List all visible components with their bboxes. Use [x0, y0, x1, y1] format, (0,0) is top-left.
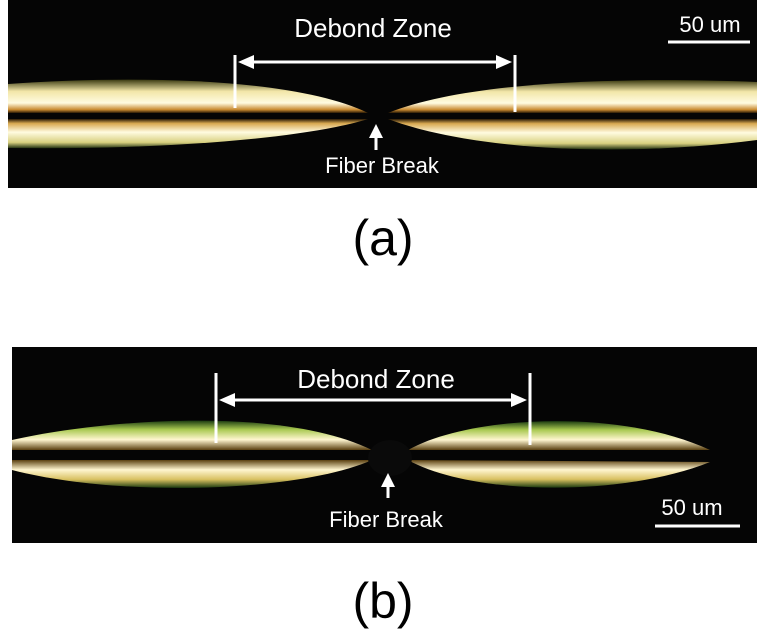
panel-a: Debond Zone Fiber Break 50 um: [8, 0, 757, 188]
zone-label: Debond Zone: [297, 364, 455, 394]
break-label: Fiber Break: [329, 507, 444, 532]
figure: Debond Zone Fiber Break 50 um (a) Debond…: [0, 0, 765, 638]
break-label: Fiber Break: [325, 153, 440, 178]
break-void: [368, 440, 412, 476]
scale-label: 50 um: [679, 12, 740, 37]
scale-label: 50 um: [661, 495, 722, 520]
panel-label: (a): [352, 210, 413, 266]
panel-label: (b): [352, 573, 413, 629]
zone-label: Debond Zone: [294, 13, 452, 43]
panel-b: Debond Zone Fiber Break 50 um: [12, 347, 757, 543]
